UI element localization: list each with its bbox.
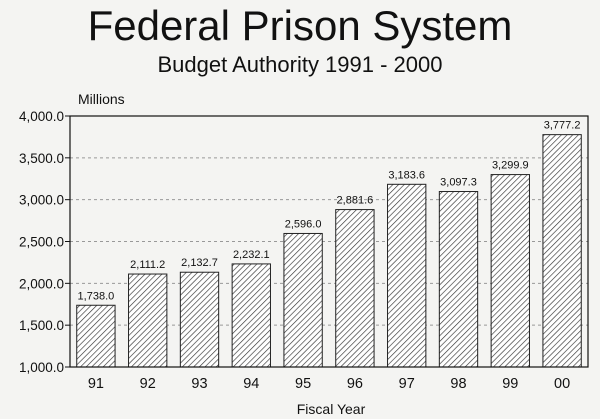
- x-tick-label: 99: [502, 376, 518, 392]
- bar: [438, 191, 479, 368]
- bar: [335, 209, 375, 368]
- bar: [542, 134, 582, 368]
- y-tick-label: 1,000.0: [19, 360, 64, 375]
- data-label: 2,232.1: [233, 249, 270, 261]
- data-label: 3,777.2: [544, 120, 581, 132]
- y-tick-label: 4,000.0: [19, 109, 64, 124]
- bar: [231, 263, 271, 368]
- plot-frame: [69, 115, 589, 368]
- bars: 1,738.0 2,111.2 2,132.7 2,232.1 2,596.0 2,881…: [76, 120, 582, 368]
- x-tick-label: 94: [243, 376, 259, 392]
- data-label: 2,132.7: [181, 257, 218, 269]
- y-tick-label: 1,500.0: [19, 318, 64, 333]
- x-tick-label: 95: [295, 376, 311, 392]
- bar: [490, 174, 530, 368]
- bar: [179, 271, 220, 368]
- x-tick-label: 96: [347, 376, 363, 392]
- data-label: 2,881.6: [337, 195, 374, 207]
- chart-subtitle: Budget Authority 1991 - 2000: [158, 52, 443, 77]
- bar: [128, 273, 168, 368]
- x-tick-label: 98: [450, 376, 466, 392]
- y-tick-label: 3,000.0: [19, 193, 64, 208]
- bar: [387, 183, 427, 368]
- data-label: 3,097.3: [440, 177, 477, 189]
- data-label: 2,111.2: [130, 259, 165, 271]
- x-tick-label: 92: [140, 376, 156, 392]
- x-tick-label: 91: [88, 376, 104, 392]
- y-tick-label: 2,500.0: [19, 235, 64, 250]
- y-tick-label: 3,500.0: [19, 151, 64, 166]
- x-tick-label: 97: [399, 376, 415, 392]
- data-label: 2,596.0: [285, 218, 322, 230]
- y-tick-label: 2,000.0: [19, 276, 64, 291]
- data-label: 1,738.0: [78, 290, 115, 302]
- bar: [76, 304, 116, 368]
- x-tick-label: 93: [191, 376, 207, 392]
- x-axis-label: Fiscal Year: [297, 401, 366, 417]
- chart-title: Federal Prison System: [88, 2, 513, 49]
- x-tick-label: 00: [554, 376, 570, 392]
- axes: 1,000.0 1,500.0 2,000.0 2,500.0 3,000.0 3,500…: [19, 109, 589, 392]
- y-axis-label: Millions: [78, 91, 125, 107]
- bar: [283, 232, 323, 368]
- data-label: 3,299.9: [492, 160, 529, 172]
- data-label: 3,183.6: [388, 169, 425, 181]
